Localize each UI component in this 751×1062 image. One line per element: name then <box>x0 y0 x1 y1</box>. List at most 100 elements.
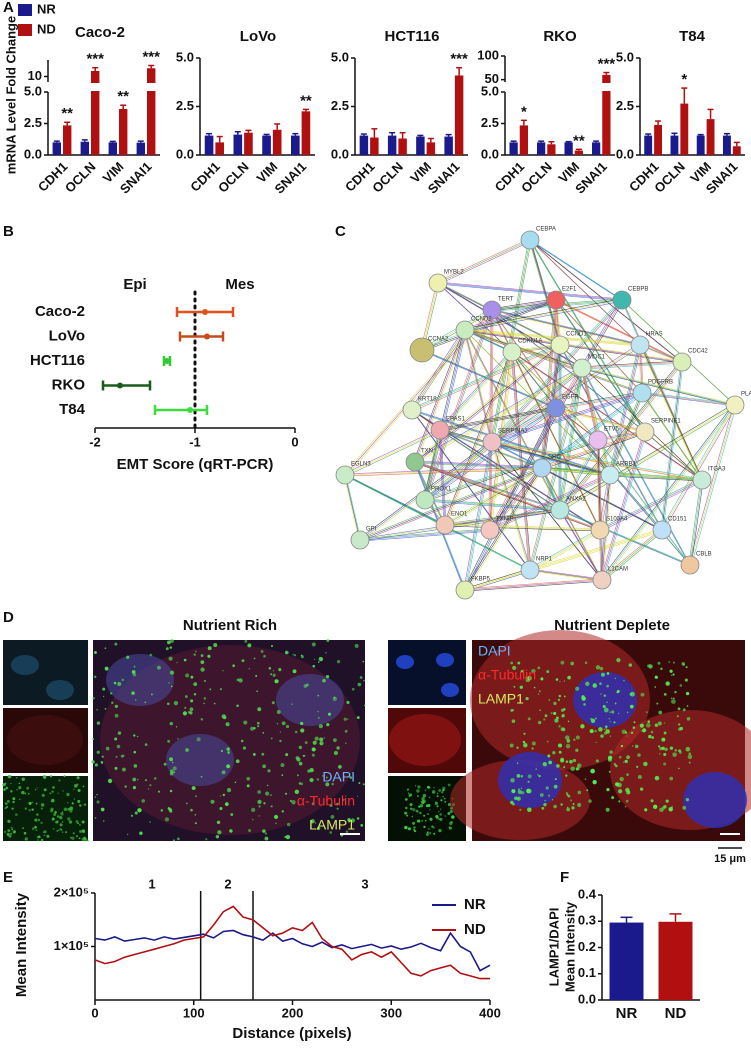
puncta <box>309 777 314 783</box>
puncta <box>156 665 161 670</box>
puncta <box>618 789 623 794</box>
puncta <box>550 712 553 715</box>
puncta <box>262 829 266 833</box>
puncta <box>573 738 576 741</box>
puncta <box>257 799 262 805</box>
puncta <box>205 838 208 841</box>
puncta <box>436 792 439 795</box>
puncta <box>16 788 19 791</box>
puncta <box>114 766 118 770</box>
puncta <box>356 817 360 820</box>
puncta <box>660 667 663 670</box>
puncta <box>688 761 691 764</box>
network-edge <box>463 328 581 368</box>
puncta <box>52 827 55 830</box>
puncta <box>226 764 231 769</box>
network-node <box>550 335 570 355</box>
point <box>204 333 210 340</box>
puncta <box>35 802 38 805</box>
puncta <box>663 805 667 809</box>
x-tick-label: OCLN <box>369 159 406 196</box>
network-edge <box>560 440 600 512</box>
puncta <box>622 761 624 763</box>
puncta <box>424 789 427 792</box>
puncta <box>411 815 414 818</box>
puncta <box>173 771 175 774</box>
puncta <box>121 678 125 682</box>
nucleus <box>106 654 174 706</box>
puncta <box>216 820 221 825</box>
puncta <box>571 806 575 810</box>
puncta <box>94 817 97 819</box>
puncta <box>194 822 197 825</box>
significance: ** <box>61 105 73 122</box>
puncta <box>659 753 661 755</box>
node-label: SERPINE1 <box>651 419 681 425</box>
puncta <box>226 747 230 751</box>
puncta <box>595 741 597 743</box>
puncta <box>8 834 12 838</box>
chart-title: HCT116 <box>384 28 439 45</box>
network-edge <box>491 441 531 571</box>
puncta <box>14 830 16 833</box>
puncta <box>560 758 565 763</box>
puncta <box>626 773 629 776</box>
bar <box>454 75 464 155</box>
puncta <box>62 790 64 792</box>
puncta <box>566 807 570 812</box>
puncta <box>566 793 569 796</box>
puncta <box>172 839 175 842</box>
puncta <box>329 803 333 808</box>
puncta <box>298 745 303 750</box>
puncta <box>46 834 50 838</box>
chart-title: T84 <box>679 28 706 45</box>
puncta <box>96 721 101 725</box>
puncta <box>238 678 243 683</box>
puncta <box>243 720 248 725</box>
network-edge <box>491 239 531 443</box>
puncta <box>251 807 256 813</box>
y-tick-label: 2.5 <box>176 98 194 113</box>
network-node <box>482 300 502 320</box>
puncta <box>314 736 319 741</box>
network-edge <box>609 344 641 476</box>
puncta <box>79 824 81 826</box>
network-edge <box>413 328 465 462</box>
bar <box>706 119 715 155</box>
puncta <box>317 694 320 697</box>
puncta <box>325 782 330 787</box>
puncta <box>257 725 260 728</box>
puncta <box>331 782 334 786</box>
puncta <box>581 695 585 699</box>
network-edge <box>640 391 734 405</box>
puncta <box>672 661 675 664</box>
y-tick-label: 2.5 <box>331 98 349 113</box>
puncta <box>135 699 137 701</box>
bar <box>272 129 282 155</box>
puncta <box>677 723 681 726</box>
node-label: FKBP5 <box>471 577 491 583</box>
network-edge <box>361 530 492 542</box>
puncta <box>540 677 544 681</box>
network-node <box>482 432 502 452</box>
axis-break <box>45 83 160 91</box>
puncta <box>679 751 682 754</box>
network-edge <box>463 328 560 510</box>
significance: * <box>521 103 527 120</box>
puncta <box>272 670 275 672</box>
puncta <box>417 785 421 789</box>
puncta <box>132 785 137 790</box>
puncta <box>434 801 439 805</box>
puncta <box>36 813 39 816</box>
y-tick-label: 2.5 <box>616 98 634 113</box>
puncta <box>66 792 70 797</box>
puncta <box>576 766 580 771</box>
network-edge <box>600 430 645 579</box>
puncta <box>191 786 196 791</box>
puncta <box>670 697 673 699</box>
puncta <box>637 775 642 780</box>
network-edge <box>528 238 622 300</box>
bar <box>204 135 214 155</box>
puncta <box>665 799 669 803</box>
